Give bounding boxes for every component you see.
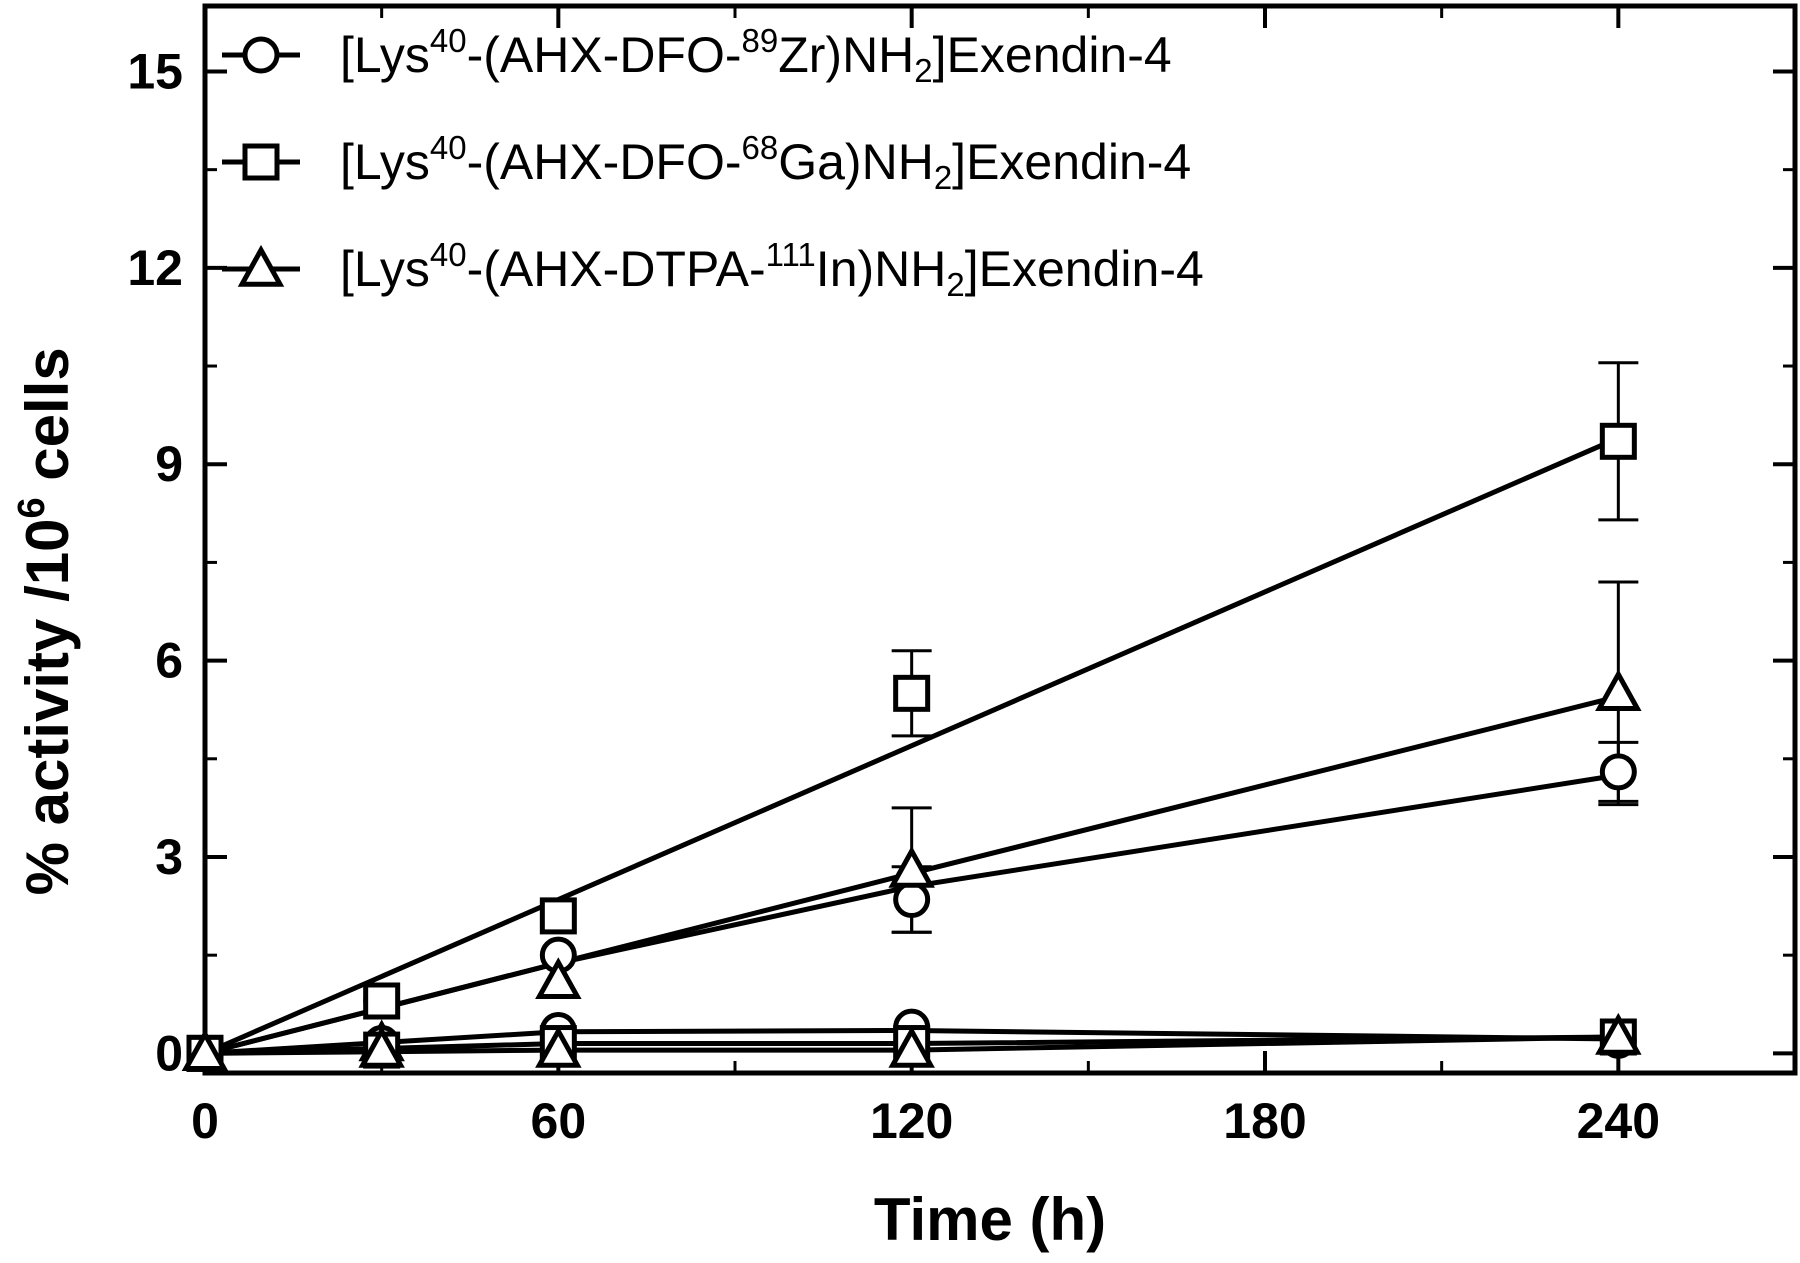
y-tick-label: 12 [127,240,183,296]
data-point-square [539,897,577,935]
y-tick-label: 15 [127,43,183,99]
data-point-triangle [888,845,935,888]
x-tick-label: 120 [870,1093,953,1149]
plot-frame [202,3,1798,1076]
legend-marker-square [242,143,280,181]
legend-label: [Lys40-(AHX-DFO-89Zr)NH2]Exendin-4 [340,22,1172,89]
legend-marker-triangle [237,244,285,287]
y-tick-label: 0 [155,1025,183,1081]
y-axis-title: % activity /106 cells [11,347,81,895]
y-tick-label: 6 [155,633,183,689]
data-point-circle [893,881,931,919]
x-tick-label: 180 [1223,1093,1306,1149]
data-point-square [1599,422,1637,460]
x-axis-title: Time (h) [874,1186,1106,1253]
data-point-triangle [535,957,582,1000]
data-point-triangle [181,1029,229,1072]
data-point-triangle [1595,669,1642,712]
data-point-triangle [535,1025,582,1068]
series-line [204,435,1620,1056]
data-point-triangle [358,1025,405,1068]
legend-label: [Lys40-(AHX-DFO-68Ga)NH2]Exendin-4 [340,129,1191,196]
x-tick-label: 240 [1577,1093,1660,1149]
data-point-triangle [888,1025,935,1068]
data-point-square [363,982,401,1020]
data-point-triangle [1595,1012,1642,1055]
legend-label: [Lys40-(AHX-DTPA-111In)NH2]Exendin-4 [340,236,1204,303]
legend-marker-circle [242,36,280,74]
data-point-square [893,674,931,712]
y-tick-label: 3 [155,829,183,885]
data-point-circle [1599,753,1637,791]
x-tick-label: 60 [531,1093,587,1149]
x-tick-label: 0 [191,1093,219,1149]
y-tick-label: 9 [155,436,183,492]
